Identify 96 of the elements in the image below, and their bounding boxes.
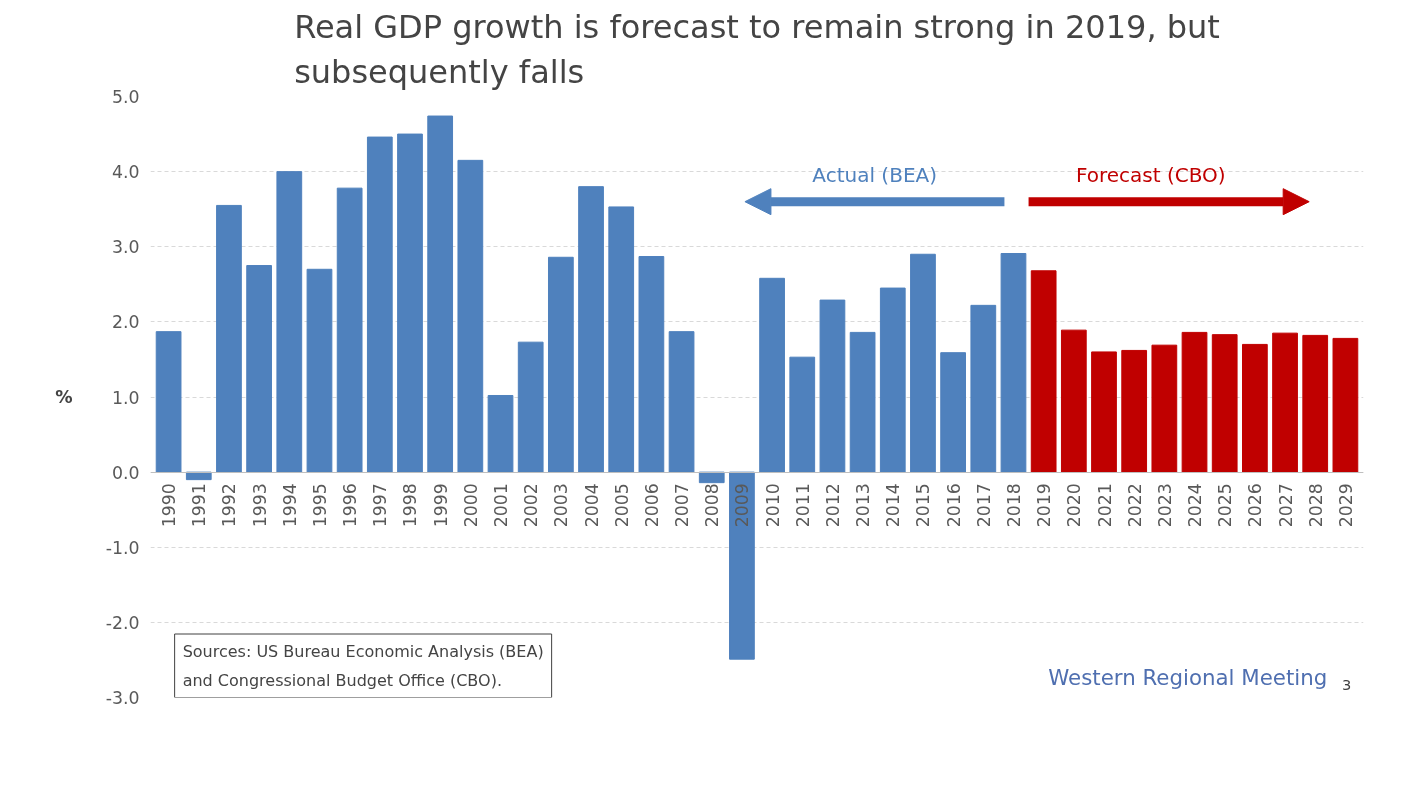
bar: [185, 471, 212, 481]
bar: [1030, 270, 1057, 473]
x-tick-label: 2024: [1185, 483, 1206, 528]
y-tick-label: -3.0: [105, 688, 140, 708]
bar: [216, 204, 242, 473]
x-tick-label: 2006: [641, 483, 662, 528]
x-tick-label: 1997: [370, 483, 391, 528]
x-tick-label: 2027: [1275, 483, 1296, 528]
bar: [668, 331, 695, 473]
y-axis-title: %: [55, 387, 73, 407]
x-tick-label: 2004: [581, 483, 602, 528]
x-tick-label: 2005: [611, 483, 632, 528]
x-tick-label: 2018: [1003, 483, 1024, 528]
x-tick-label: 2020: [1064, 483, 1085, 528]
x-tick-label: 2002: [521, 483, 542, 528]
x-tick-label: 2012: [822, 483, 843, 528]
bar: [276, 171, 303, 473]
bar: [910, 253, 936, 473]
x-tick-label: 2003: [551, 483, 572, 528]
y-tick-label: -2.0: [105, 612, 140, 633]
bar: [1151, 344, 1178, 473]
annotation: Sources: US Bureau Economic Analysis (BEA) and Congressional Budget Office (CBO).: [182, 642, 544, 690]
bar: [1181, 331, 1208, 473]
x-tick-label: 2017: [973, 483, 994, 528]
bar: [940, 352, 966, 473]
bar: [1211, 334, 1238, 473]
bar: [306, 268, 333, 473]
bar: [759, 277, 785, 473]
bar: [970, 304, 997, 473]
bar: [1332, 337, 1359, 473]
bar: [1242, 343, 1268, 473]
bar: [246, 265, 272, 473]
bar: [879, 287, 906, 473]
y-tick-label: -1.0: [105, 537, 140, 558]
x-tick-label: 2010: [762, 483, 783, 528]
bar: [819, 299, 846, 473]
bar: [1302, 334, 1329, 473]
annotation: 3: [1342, 675, 1352, 693]
bar: [1060, 329, 1087, 473]
y-tick-label: 5.0: [111, 87, 140, 107]
x-tick-label: 2015: [913, 483, 934, 528]
y-tick-label: 3.0: [111, 237, 140, 258]
x-tick-label: 1992: [219, 483, 240, 528]
x-tick-label: 1991: [189, 483, 210, 528]
x-tick-label: 1996: [340, 483, 361, 528]
y-tick-label: 0.0: [111, 462, 140, 483]
x-tick-label: 2009: [732, 483, 753, 528]
bar: [548, 256, 574, 473]
x-tick-label: 1994: [279, 483, 300, 528]
bar: [789, 356, 816, 473]
bar: [578, 186, 604, 473]
x-tick-label: 2013: [853, 483, 874, 528]
x-tick-label: 2025: [1215, 483, 1236, 528]
x-tick-label: 1995: [309, 483, 330, 528]
y-tick-label: 4.0: [111, 162, 140, 183]
chart-title: Real GDP growth is forecast to remain strong in 2019, but subsequently falls: [294, 7, 1220, 92]
x-tick-label: 2022: [1124, 483, 1145, 528]
bar: [397, 133, 423, 473]
y-tick-label: 2.0: [111, 312, 140, 333]
bar: [366, 136, 393, 473]
x-tick-label: 1999: [430, 483, 451, 528]
bar: [1000, 253, 1027, 473]
bar: [517, 341, 544, 473]
x-tick-label: 2023: [1154, 483, 1175, 528]
x-tick-label: 2000: [460, 483, 481, 528]
y-tick-label: 1.0: [111, 387, 140, 408]
bar: [729, 471, 755, 660]
x-tick-label: 2001: [491, 483, 512, 528]
annotation: Western Regional Meeting: [1048, 664, 1328, 690]
text: Forecast (CBO): [1075, 162, 1226, 187]
x-tick-label: 2026: [1245, 483, 1266, 528]
x-tick-label: 2014: [883, 483, 904, 528]
bar: [427, 115, 454, 473]
bar: [487, 395, 514, 473]
x-tick-label: 2019: [1034, 483, 1055, 528]
x-tick-label: 2029: [1335, 483, 1356, 528]
bar: [698, 471, 725, 484]
bar: [457, 159, 484, 473]
x-tick-label: 2011: [792, 483, 813, 528]
bar: [1272, 332, 1298, 473]
x-tick-label: 2028: [1305, 483, 1326, 528]
x-tick-label: 1998: [400, 483, 421, 528]
bar: [849, 331, 876, 473]
x-tick-label: 2016: [943, 483, 964, 528]
bar: [1091, 351, 1117, 473]
bar: [155, 331, 182, 473]
x-tick-label: 2021: [1094, 483, 1115, 528]
text: Actual (BEA): [812, 162, 938, 187]
x-tick-label: 2008: [702, 483, 723, 528]
x-tick-label: 2007: [672, 483, 693, 528]
bar: [608, 206, 635, 473]
x-tick-label: 1993: [249, 483, 270, 528]
x-tick-label: 1990: [159, 483, 180, 528]
bar: [638, 256, 665, 473]
bar: [336, 187, 363, 473]
bar: [1121, 349, 1148, 473]
